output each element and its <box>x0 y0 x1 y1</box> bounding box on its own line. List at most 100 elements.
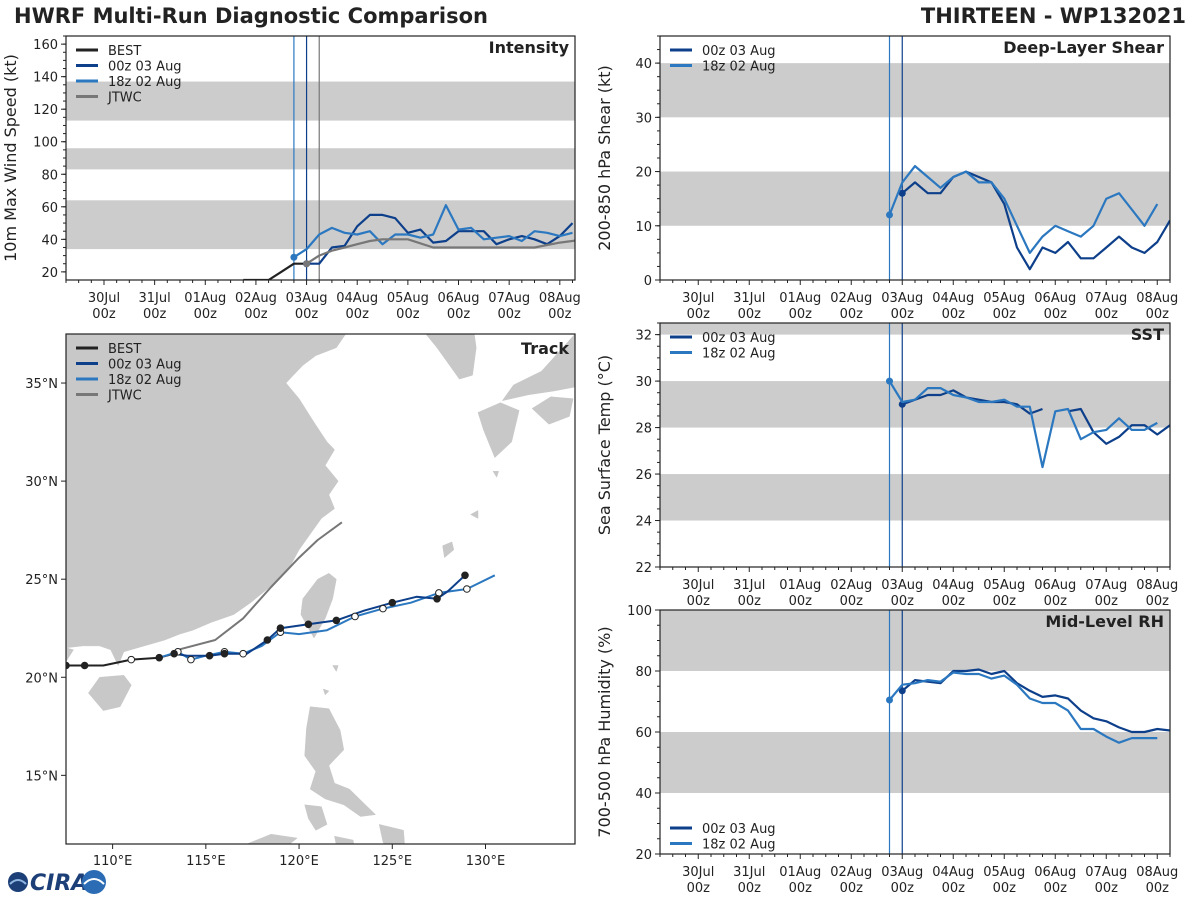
sst-ytick-label: 24 <box>635 515 652 530</box>
track-point-run_00z <box>276 624 285 633</box>
rh-ylabel: 700-500 hPa Humidity (%) <box>595 626 614 837</box>
rh-xtick-label-hour: 00z <box>687 881 711 896</box>
intensity-band <box>66 200 575 250</box>
intensity-xtick-label-day: 08Aug <box>539 291 581 306</box>
intensity-xtick-label-day: 05Aug <box>387 291 429 306</box>
track-legend-label: BEST <box>108 342 141 357</box>
sst-title: SST <box>1131 325 1164 344</box>
rh-xtick-label-day: 02Aug <box>830 865 872 880</box>
track-point-run_00z <box>220 649 229 658</box>
shear-xtick-label-hour: 00z <box>738 307 762 322</box>
sst-ylabel: Sea Surface Temp (°C) <box>595 355 614 535</box>
sst-xtick-label-day: 30Jul <box>682 578 714 593</box>
track-ytick-label: 30°N <box>25 475 58 490</box>
shear-start-point-run_18z <box>886 211 893 219</box>
cira-logo-text: CIRA <box>30 871 88 896</box>
sst-xtick-label-day: 03Aug <box>881 578 923 593</box>
sst-xtick-label-day: 31Jul <box>733 578 765 593</box>
track-point-run_00z <box>388 598 397 607</box>
china-landmass <box>66 334 347 667</box>
intensity-ytick-label: 140 <box>33 71 58 86</box>
intensity-ytick-label: 20 <box>41 266 58 281</box>
track-point-run_18z <box>379 604 387 613</box>
track-xtick-label: 115°E <box>186 854 226 869</box>
track-point-run_18z <box>187 655 195 664</box>
intensity-start-point-run_18z <box>290 253 298 261</box>
intensity-start-point-jtwc <box>303 260 311 268</box>
agency-seal-icon <box>82 870 106 894</box>
intensity-xtick-label-hour: 00z <box>244 307 268 322</box>
track-point-best <box>127 655 136 664</box>
shear-ylabel: 200-850 hPa Shear (kt) <box>595 65 614 251</box>
rh-ytick-label: 80 <box>635 665 652 680</box>
intensity-xtick-label-day: 06Aug <box>438 291 480 306</box>
storm-title: THIRTEEN - WP132021 <box>920 4 1186 28</box>
sst-series-group <box>886 377 1170 469</box>
intensity-xtick-label-hour: 00z <box>396 307 420 322</box>
rh-band <box>660 610 1170 671</box>
shikoku-landmass <box>531 396 574 425</box>
sst-xtick-label-hour: 00z <box>789 594 813 609</box>
sst-panel: 22242628303230Jul00z31Jul00z01Aug00z02Au… <box>595 322 1178 609</box>
rh-legend-label: 00z 03 Aug <box>702 822 776 837</box>
intensity-xtick-label-hour: 00z <box>143 307 167 322</box>
shear-series-group <box>886 165 1170 271</box>
sst-band <box>660 474 1170 521</box>
intensity-xtick-label-day: 30Jul <box>88 291 120 306</box>
shear-panel: 01020304030Jul00z31Jul00z01Aug00z02Aug00… <box>595 35 1178 322</box>
track-xtick-label: 120°E <box>279 854 319 869</box>
sst-band <box>660 381 1170 428</box>
intensity-line-best <box>243 262 307 280</box>
rh-ytick-label: 40 <box>635 787 652 802</box>
track-legend-label: JTWC <box>107 389 142 404</box>
shear-xtick-label-day: 08Aug <box>1136 291 1178 306</box>
shear-ytick-label: 0 <box>644 274 652 289</box>
intensity-ytick-label: 60 <box>41 201 58 216</box>
sst-ytick-label: 32 <box>635 329 652 344</box>
shear-line-run_00z <box>901 170 1170 271</box>
korea-landmass <box>384 334 477 380</box>
shear-ytick-label: 40 <box>635 57 652 72</box>
sst-ytick-label: 30 <box>635 375 652 390</box>
shear-xtick-label-day: 06Aug <box>1034 291 1076 306</box>
shear-xtick-label-day: 31Jul <box>733 291 765 306</box>
intensity-xtick-label-hour: 00z <box>92 307 116 322</box>
sst-xtick-label-day: 05Aug <box>983 578 1025 593</box>
kyushu-landmass <box>477 402 520 459</box>
intensity-legend-label: JTWC <box>107 91 142 106</box>
track-map-layer <box>66 334 575 844</box>
shear-line-run_18z <box>888 165 1159 254</box>
intensity-ylabel: 10m Max Wind Speed (kt) <box>1 54 20 262</box>
track-point-run_18z <box>239 649 247 658</box>
shear-band <box>660 63 1170 118</box>
track-ytick-label: 35°N <box>25 377 58 392</box>
sst-xtick-label-hour: 00z <box>1044 594 1068 609</box>
rh-xtick-label-hour: 00z <box>738 881 762 896</box>
intensity-band <box>66 148 575 170</box>
sst-xtick-label-day: 04Aug <box>932 578 974 593</box>
sst-xtick-label-hour: 00z <box>993 594 1017 609</box>
intensity-series-group <box>243 204 575 280</box>
track-point-run_18z <box>155 653 164 662</box>
shear-start-point-run_00z <box>898 189 906 197</box>
rh-xtick-label-day: 08Aug <box>1136 865 1178 880</box>
ryukyu-island <box>442 541 455 559</box>
sst-xtick-label-hour: 00z <box>738 594 762 609</box>
intensity-legend-label: BEST <box>108 44 141 59</box>
shear-xtick-label-hour: 00z <box>840 307 864 322</box>
rh-title: Mid-Level RH <box>1045 612 1164 631</box>
rh-xtick-label-hour: 00z <box>1044 881 1068 896</box>
track-panel: 110°E 115°E 120°E 125°E 130°E 15°N 20°N 25°N 30°… <box>25 333 576 869</box>
track-frame <box>65 333 576 845</box>
sst-xtick-label-day: 06Aug <box>1034 578 1076 593</box>
rh-legend-label: 18z 02 Aug <box>702 838 776 853</box>
rh-xtick-label-hour: 00z <box>840 881 864 896</box>
intensity-band <box>66 81 575 121</box>
samar-landmass <box>378 824 405 844</box>
sst-xtick-label-day: 07Aug <box>1085 578 1127 593</box>
intensity-xtick-label-hour: 00z <box>497 307 521 322</box>
track-ytick-label: 15°N <box>25 769 58 784</box>
shear-ytick-label: 30 <box>635 111 652 126</box>
intensity-line-jtwc <box>306 238 575 265</box>
track-xtick-label: 125°E <box>373 854 413 869</box>
